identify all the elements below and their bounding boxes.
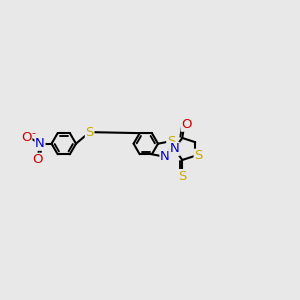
Text: N: N (160, 150, 170, 163)
Text: S: S (178, 170, 187, 183)
Text: N: N (169, 142, 179, 155)
Text: S: S (194, 149, 202, 162)
Text: O: O (21, 131, 32, 144)
Text: O: O (182, 118, 192, 131)
Text: S: S (167, 135, 175, 148)
Text: N: N (35, 137, 45, 150)
Text: O: O (33, 153, 43, 167)
Text: -: - (32, 128, 36, 138)
Text: S: S (85, 126, 94, 139)
